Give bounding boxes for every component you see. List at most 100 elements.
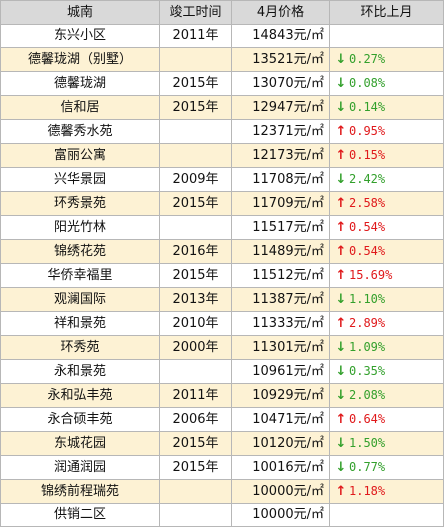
community-name: 祥和景苑: [0, 311, 160, 336]
table-row: 润通润园 2015年 10016元/㎡ ↓ 0.77%: [0, 455, 444, 480]
change-percent: 0.54%: [349, 220, 386, 234]
table-row: 德馨珑湖 2015年 13070元/㎡ ↓ 0.08%: [0, 71, 444, 96]
arrow-down-icon: ↓: [335, 388, 347, 403]
price-cell: 10000元/㎡: [231, 479, 330, 504]
month-change-cell: ↓ 0.08%: [329, 71, 444, 96]
arrow-down-icon: ↓: [335, 172, 347, 187]
change-percent: 1.18%: [349, 484, 386, 498]
price-cell: 10471元/㎡: [231, 407, 330, 432]
completion-year: 2011年: [159, 24, 232, 48]
table-row: 东兴小区 2011年 14843元/㎡: [0, 24, 444, 48]
completion-year: [159, 503, 232, 527]
month-change-cell: ↓ 0.35%: [329, 359, 444, 384]
arrow-down-icon: ↓: [335, 364, 347, 379]
community-name: 东城花园: [0, 431, 160, 456]
change-percent: 0.27%: [349, 52, 386, 66]
change-percent: 0.95%: [349, 124, 386, 138]
community-name: 锦绣花苑: [0, 239, 160, 264]
arrow-up-icon: ↑: [335, 124, 347, 139]
price-value: 11387元/㎡: [252, 291, 324, 307]
header-change: 环比上月: [329, 0, 444, 25]
month-change-cell: ↑ 15.69%: [329, 263, 444, 288]
price-value: 11301元/㎡: [252, 339, 324, 355]
change-percent: 2.58%: [349, 196, 386, 210]
price-value: 11333元/㎡: [252, 315, 324, 331]
community-name: 东兴小区: [0, 24, 160, 48]
community-name: 德馨珑湖（别墅）: [0, 47, 160, 72]
table-row: 观澜国际 2013年 11387元/㎡ ↓ 1.10%: [0, 287, 444, 312]
month-change-cell: ↑ 1.18%: [329, 479, 444, 504]
price-value: 10471元/㎡: [252, 411, 324, 427]
table-row: 永和景苑 10961元/㎡ ↓ 0.35%: [0, 359, 444, 384]
arrow-down-icon: ↓: [335, 76, 347, 91]
month-change-cell: ↑ 0.54%: [329, 215, 444, 240]
table-row: 兴华景园 2009年 11708元/㎡ ↓ 2.42%: [0, 167, 444, 192]
price-value: 12173元/㎡: [252, 147, 324, 163]
price-value: 11708元/㎡: [252, 171, 324, 187]
completion-year: 2013年: [159, 287, 232, 312]
price-cell: 13521元/㎡: [231, 47, 330, 72]
community-name: 供销二区: [0, 503, 160, 527]
price-cell: 11333元/㎡: [231, 311, 330, 336]
header-row: 城南 竣工时间 4月价格 环比上月: [0, 0, 444, 25]
month-change-cell: ↓ 1.09%: [329, 335, 444, 360]
price-value: 12371元/㎡: [252, 123, 324, 139]
month-change-cell: ↑ 0.64%: [329, 407, 444, 432]
arrow-down-icon: ↓: [335, 100, 347, 115]
price-cell: 11387元/㎡: [231, 287, 330, 312]
arrow-up-icon: ↑: [335, 196, 347, 211]
completion-year: 2015年: [159, 431, 232, 456]
community-name: 锦绣前程瑞苑: [0, 479, 160, 504]
price-value: 10000元/㎡: [252, 507, 324, 522]
price-value: 10000元/㎡: [252, 483, 324, 499]
month-change-cell: ↓ 0.77%: [329, 455, 444, 480]
price-value: 12947元/㎡: [252, 99, 324, 115]
price-value: 13521元/㎡: [252, 51, 324, 67]
arrow-up-icon: ↑: [335, 268, 347, 283]
completion-year: 2016年: [159, 239, 232, 264]
price-value: 10016元/㎡: [252, 459, 324, 475]
arrow-down-icon: ↓: [335, 436, 347, 451]
arrow-down-icon: ↓: [335, 292, 347, 307]
price-cell: 10000元/㎡: [231, 503, 330, 527]
change-percent: 0.08%: [349, 76, 386, 90]
table-body: 东兴小区 2011年 14843元/㎡ 德馨珑湖（别墅） 13521元/㎡ ↓ 0.27% 德…: [0, 24, 444, 527]
price-cell: 14843元/㎡: [231, 24, 330, 48]
price-cell: 10929元/㎡: [231, 383, 330, 408]
arrow-down-icon: ↓: [335, 340, 347, 355]
change-percent: 1.50%: [349, 436, 386, 450]
month-change-cell: [329, 24, 444, 48]
community-name: 观澜国际: [0, 287, 160, 312]
table-row: 祥和景苑 2010年 11333元/㎡ ↑ 2.89%: [0, 311, 444, 336]
community-name: 环秀景苑: [0, 191, 160, 216]
price-cell: 12371元/㎡: [231, 119, 330, 144]
table-row: 永合硕丰苑 2006年 10471元/㎡ ↑ 0.64%: [0, 407, 444, 432]
price-value: 11489元/㎡: [252, 243, 324, 259]
table-row: 德馨秀水苑 12371元/㎡ ↑ 0.95%: [0, 119, 444, 144]
table-row: 环秀苑 2000年 11301元/㎡ ↓ 1.09%: [0, 335, 444, 360]
month-change-cell: ↓ 2.08%: [329, 383, 444, 408]
month-change-cell: ↓ 0.27%: [329, 47, 444, 72]
community-name: 永合硕丰苑: [0, 407, 160, 432]
community-name: 永和景苑: [0, 359, 160, 384]
table-row: 德馨珑湖（别墅） 13521元/㎡ ↓ 0.27%: [0, 47, 444, 72]
change-percent: 0.64%: [349, 412, 386, 426]
table-row: 锦绣花苑 2016年 11489元/㎡ ↑ 0.54%: [0, 239, 444, 264]
completion-year: [159, 359, 232, 384]
change-percent: 0.15%: [349, 148, 386, 162]
change-percent: 1.09%: [349, 340, 386, 354]
price-cell: 11512元/㎡: [231, 263, 330, 288]
arrow-up-icon: ↑: [335, 484, 347, 499]
community-name: 润通润园: [0, 455, 160, 480]
price-cell: 12173元/㎡: [231, 143, 330, 168]
community-name: 德馨秀水苑: [0, 119, 160, 144]
price-value: 10929元/㎡: [252, 387, 324, 403]
change-percent: 0.14%: [349, 100, 386, 114]
month-change-cell: ↓ 0.14%: [329, 95, 444, 120]
table-row: 供销二区 10000元/㎡: [0, 503, 444, 527]
completion-year: 2015年: [159, 455, 232, 480]
completion-year: 2015年: [159, 71, 232, 96]
change-percent: 15.69%: [349, 268, 393, 282]
completion-year: 2009年: [159, 167, 232, 192]
